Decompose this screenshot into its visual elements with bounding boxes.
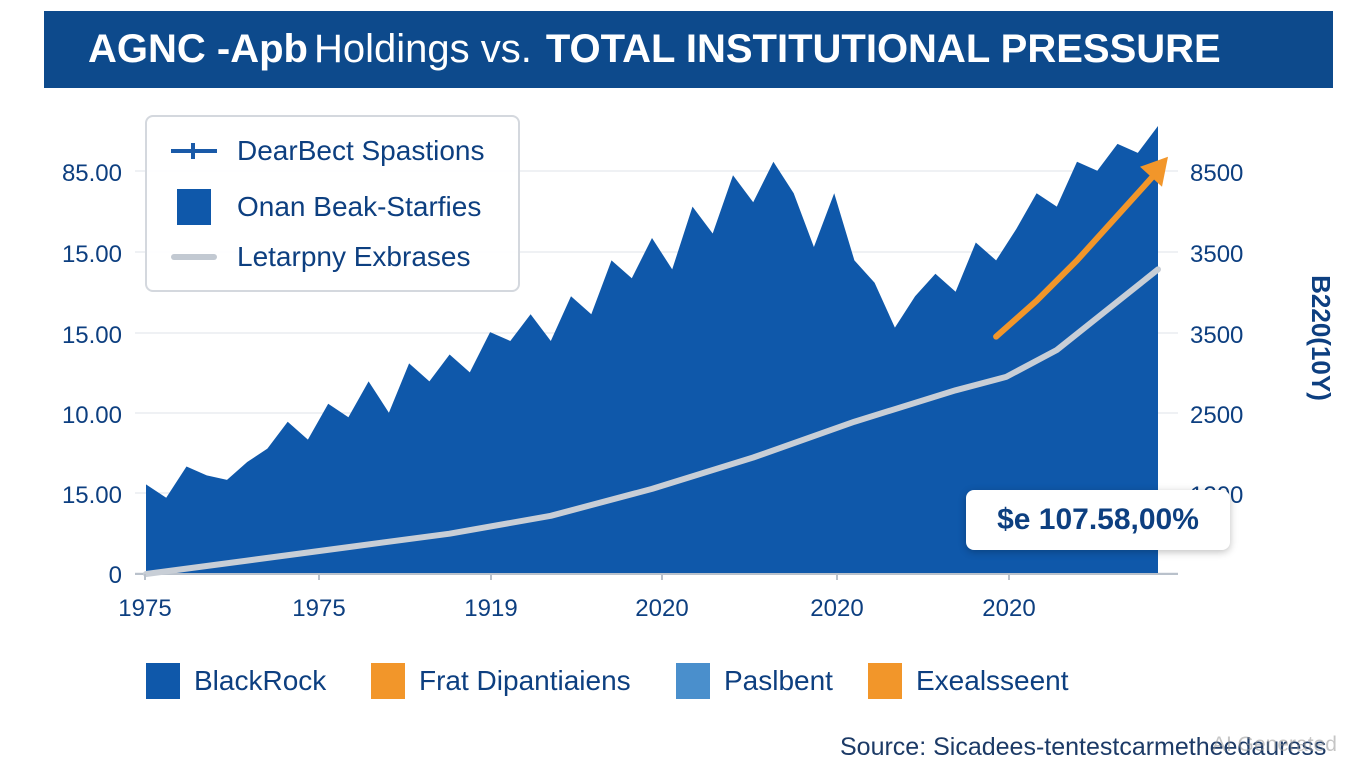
bottom-legend-item: Frat Dipantiaiens bbox=[371, 663, 631, 699]
bottom-legend-label: Paslbent bbox=[724, 665, 833, 696]
legend-item-starfies: Onan Beak-Starfies bbox=[171, 189, 481, 225]
title-part-3: TOTAL INSTITUTIONAL PRESSURE bbox=[545, 27, 1221, 71]
title-part-1: AGNC -Apb bbox=[88, 27, 308, 71]
x-tick-label: 1919 bbox=[464, 595, 517, 622]
legend-label: Letarpny Exbrases bbox=[237, 241, 471, 272]
legend-item-spastions: DearBect Spastions bbox=[171, 135, 484, 167]
line-series bbox=[143, 266, 1161, 577]
y-right-tick-label: 3500 bbox=[1190, 241, 1243, 268]
x-tick-label: 2020 bbox=[810, 595, 863, 622]
area-series bbox=[146, 126, 1158, 574]
chart-legend: DearBect Spastions Onan Beak-Starfies Le… bbox=[145, 115, 520, 292]
value-callout: $e 107.58,00% bbox=[966, 490, 1230, 550]
y-right-tick-label: 2500 bbox=[1190, 402, 1243, 429]
swatch-icon bbox=[868, 663, 902, 699]
x-tick-label: 1975 bbox=[292, 595, 345, 622]
x-tick-label: 2020 bbox=[635, 595, 688, 622]
title-part-2: Holdings vs. bbox=[313, 27, 532, 71]
swatch-icon bbox=[676, 663, 710, 699]
legend-item-exbrases: Letarpny Exbrases bbox=[171, 241, 470, 273]
source-note: Source: Sicadees-tentestcarmetheedauress bbox=[840, 733, 1327, 761]
bottom-legend-label: Frat Dipantiaiens bbox=[419, 665, 631, 696]
arrow-series bbox=[993, 167, 1161, 340]
arrow-head-icon bbox=[1140, 156, 1168, 187]
x-tick-label: 2020 bbox=[982, 595, 1035, 622]
chart-title: AGNC -Apb Holdings vs. TOTAL INSTITUTION… bbox=[44, 11, 1333, 88]
y-left-tick-label: 15.00 bbox=[62, 322, 122, 349]
bottom-legend-item: Exealsseent bbox=[868, 663, 1069, 699]
swatch-icon bbox=[371, 663, 405, 699]
square-swatch-icon bbox=[177, 189, 211, 225]
y-right-tick-label: 3500 bbox=[1190, 322, 1243, 349]
line-marker-swatch-icon bbox=[171, 143, 217, 159]
y-right-axis-label: B220(10Y) bbox=[1306, 275, 1336, 401]
line-swatch-icon bbox=[171, 254, 217, 260]
bottom-legend-label: BlackRock bbox=[194, 665, 327, 696]
x-tick-label: 1975 bbox=[118, 595, 171, 622]
legend-label: Onan Beak-Starfies bbox=[237, 191, 482, 222]
bottom-legend-label: Exealsseent bbox=[916, 665, 1069, 696]
legend-label: DearBect Spastions bbox=[237, 135, 485, 166]
y-right-tick-label: 8500 bbox=[1190, 160, 1243, 187]
bottom-legend-item: BlackRock bbox=[146, 663, 326, 699]
y-left-tick-label: 10.00 bbox=[62, 402, 122, 429]
watermark: AI Generated bbox=[1212, 733, 1337, 756]
swatch-icon bbox=[146, 663, 180, 699]
bottom-legend-item: Paslbent bbox=[676, 663, 833, 699]
y-left-tick-label: 15.00 bbox=[62, 482, 122, 509]
y-left-tick-label: 15.00 bbox=[62, 241, 122, 268]
y-left-tick-label: 0 bbox=[109, 562, 122, 589]
y-left-tick-label: 85.00 bbox=[62, 160, 122, 187]
